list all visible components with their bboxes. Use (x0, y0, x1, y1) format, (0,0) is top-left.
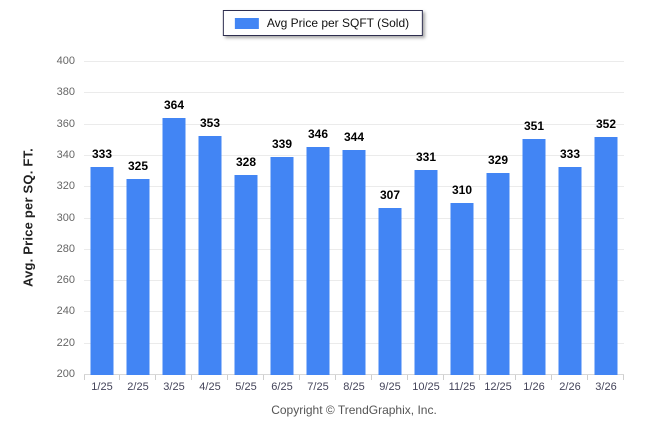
plot-area: 200 220 240 260 280 300 320 340 360 380 400 333 1/2… (57, 55, 624, 393)
x-tick-label: 3/26 (595, 381, 617, 393)
x-tick-label: 6/25 (271, 381, 293, 393)
x-tick-label: 2/26 (559, 381, 581, 393)
y-tick-label: 200 (56, 368, 75, 380)
x-axis-tick (299, 375, 300, 380)
y-tick-label: 320 (56, 180, 75, 193)
y-tick-label: 340 (56, 148, 75, 161)
x-axis-tick (84, 375, 85, 380)
x-tick-label: 10/25 (412, 381, 440, 393)
y-tick-label: 260 (56, 274, 75, 287)
bar[interactable] (270, 157, 294, 375)
x-axis-tick (371, 375, 372, 380)
bar-group-10/25: 331 10/25 (408, 62, 444, 393)
bar[interactable] (306, 146, 330, 375)
x-tick-label: 5/25 (235, 381, 257, 393)
y-tick-label: 280 (56, 242, 75, 255)
x-tick-label: 4/25 (199, 381, 221, 393)
bar-value-label: 352 (595, 117, 617, 132)
x-tick-label: 11/25 (448, 381, 476, 393)
bar[interactable] (198, 135, 222, 375)
bar-value-label: 310 (451, 182, 473, 197)
bar[interactable] (594, 137, 618, 375)
bar-group-6/25: 339 6/25 (264, 62, 300, 393)
bar-value-label: 333 (91, 146, 113, 161)
x-tick-label: 3/25 (163, 381, 185, 393)
x-axis-tick (587, 375, 588, 380)
gridline-360: 360 (57, 118, 624, 130)
y-tick-label: 400 (56, 55, 75, 67)
x-axis-tick (335, 375, 336, 380)
y-tick-label: 360 (56, 117, 75, 130)
y-axis-title: Avg. Price per SQ. FT. (20, 148, 36, 288)
y-tick-label: 220 (56, 336, 75, 349)
bar-value-label: 328 (235, 154, 257, 169)
y-tick-label: 300 (56, 211, 75, 224)
x-axis-tick (155, 375, 156, 380)
bar[interactable] (450, 202, 474, 375)
bar-value-label: 339 (271, 137, 293, 152)
x-axis-tick (515, 375, 516, 380)
x-axis-tick (227, 375, 228, 380)
x-tick-label: 7/25 (307, 381, 329, 393)
gridline-380: 380 (57, 86, 624, 98)
bar[interactable] (486, 173, 510, 375)
bar[interactable] (378, 207, 402, 375)
bar[interactable] (558, 166, 582, 375)
bar-group-9/25: 307 9/25 (372, 62, 408, 393)
bar-value-label: 325 (127, 159, 149, 174)
x-axis-tick (407, 375, 408, 380)
x-tick-label: 1/25 (91, 381, 113, 393)
bar[interactable] (234, 174, 258, 375)
x-axis-tick (191, 375, 192, 380)
bar-group-3/26: 352 3/26 (588, 62, 624, 393)
x-axis-tick (119, 375, 120, 380)
bar[interactable] (342, 149, 366, 375)
x-tick-label: 8/25 (343, 381, 365, 393)
bar-group-11/25: 310 11/25 (444, 62, 480, 393)
bar[interactable] (162, 118, 186, 375)
chart-legend: Avg Price per SQFT (Sold) (222, 10, 424, 36)
bar-value-label: 329 (487, 153, 509, 168)
bar[interactable] (522, 138, 546, 375)
bar[interactable] (126, 179, 150, 375)
bar-value-label: 307 (379, 187, 401, 202)
bar-group-1/26: 351 1/26 (516, 62, 552, 393)
bar-group-2/26: 333 2/26 (552, 62, 588, 393)
bar-group-8/25: 344 8/25 (336, 62, 372, 393)
bar-group-5/25: 328 5/25 (228, 62, 264, 393)
bars-layer: 333 1/25 325 2/25 364 3/25 353 4/25 328 5/25 339 6/… (84, 62, 624, 393)
bar-value-label: 346 (307, 126, 329, 141)
x-axis-tick (443, 375, 444, 380)
bar[interactable] (90, 166, 114, 375)
bar-value-label: 344 (343, 129, 365, 144)
x-axis-tick (623, 375, 624, 380)
gridline-400: 400 (57, 55, 624, 67)
x-tick-label: 9/25 (379, 381, 401, 393)
bar-group-1/25: 333 1/25 (84, 62, 120, 393)
legend-swatch-icon (234, 17, 259, 29)
bar-group-7/25: 346 7/25 (300, 62, 336, 393)
bar-value-label: 333 (559, 146, 581, 161)
x-tick-label: 12/25 (484, 381, 512, 393)
bar-group-2/25: 325 2/25 (120, 62, 156, 393)
y-tick-label: 240 (56, 305, 75, 318)
copyright-text: Copyright © TrendGraphix, Inc. (271, 403, 437, 417)
x-tick-label: 1/26 (523, 381, 545, 393)
bar-value-label: 353 (199, 115, 221, 130)
bar-group-3/25: 364 3/25 (156, 62, 192, 393)
bar[interactable] (414, 170, 438, 375)
bar-value-label: 331 (415, 150, 437, 164)
x-axis-tick (479, 375, 480, 380)
bar-value-label: 364 (163, 98, 185, 113)
x-tick-label: 2/25 (127, 381, 149, 393)
x-axis-tick (551, 375, 552, 380)
bar-value-label: 351 (523, 118, 545, 133)
bar-group-12/25: 329 12/25 (480, 62, 516, 393)
legend-label: Avg Price per SQFT (Sold) (266, 16, 410, 30)
y-tick-label: 380 (56, 86, 75, 99)
bar-group-4/25: 353 4/25 (192, 62, 228, 393)
x-axis-tick (263, 375, 264, 380)
